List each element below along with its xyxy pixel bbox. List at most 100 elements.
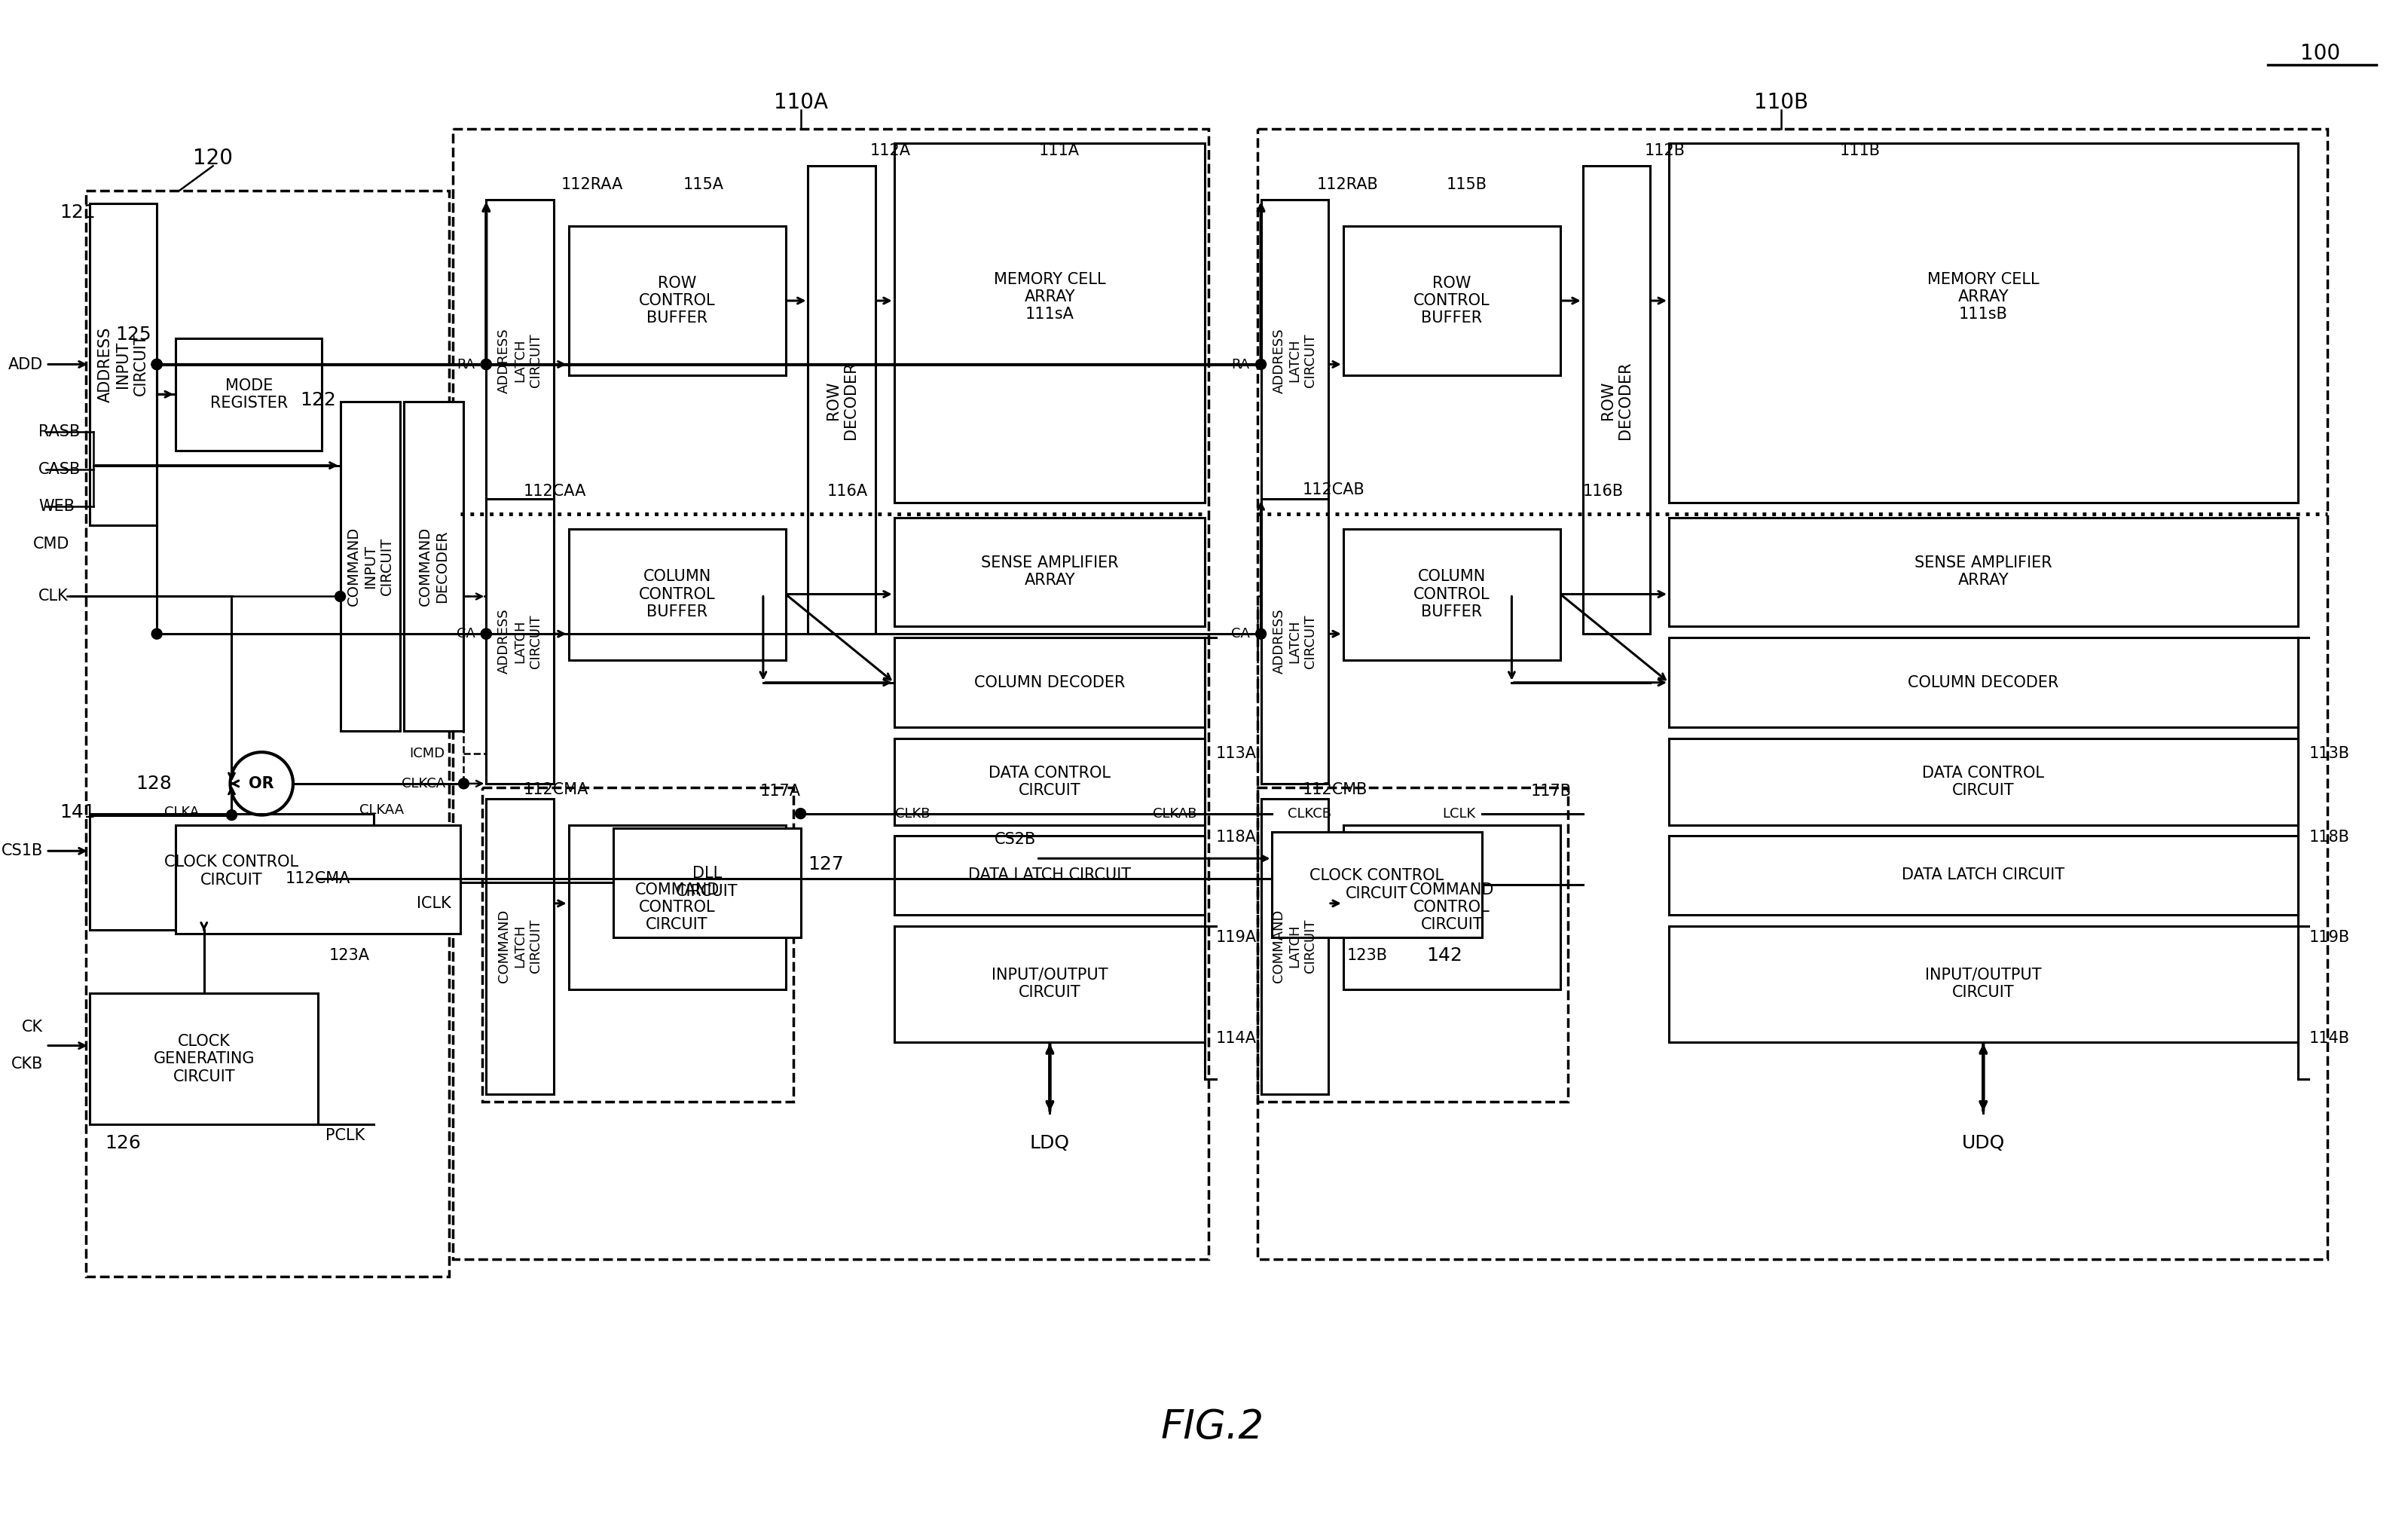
Text: PCLK: PCLK: [325, 1128, 364, 1144]
Text: 111A: 111A: [1038, 143, 1079, 158]
Text: CLKAB: CLKAB: [1153, 807, 1197, 820]
Text: 116B: 116B: [1582, 484, 1623, 499]
Text: RA: RA: [458, 358, 474, 371]
Bar: [1257, 787, 1568, 1102]
Circle shape: [482, 629, 491, 639]
Text: 116A: 116A: [826, 484, 867, 499]
Circle shape: [1255, 359, 1267, 370]
Text: SENSE AMPLIFIER
ARRAY: SENSE AMPLIFIER ARRAY: [1914, 556, 2052, 588]
Text: 123B: 123B: [1346, 949, 1387, 964]
Text: ROW
DECODER: ROW DECODER: [1601, 361, 1633, 439]
Text: CLOCK CONTROL
CIRCUIT: CLOCK CONTROL CIRCUIT: [1310, 869, 1445, 901]
Text: ROW
DECODER: ROW DECODER: [826, 361, 857, 439]
Text: 100: 100: [2300, 43, 2341, 64]
Text: ROW
CONTROL
BUFFER: ROW CONTROL BUFFER: [1413, 276, 1491, 325]
Bar: [176, 824, 460, 933]
Text: OR: OR: [248, 777, 275, 791]
Text: ROW
CONTROL
BUFFER: ROW CONTROL BUFFER: [638, 276, 715, 325]
Bar: [1271, 832, 1481, 936]
Text: ADDRESS
LATCH
CIRCUIT: ADDRESS LATCH CIRCUIT: [1271, 609, 1317, 674]
Text: CLOCK
GENERATING
CIRCUIT: CLOCK GENERATING CIRCUIT: [154, 1035, 255, 1084]
Text: LCLK: LCLK: [1442, 807, 1476, 820]
Bar: [1669, 143, 2297, 503]
Text: 112RAB: 112RAB: [1317, 177, 1380, 192]
Text: COMMAND
CONTROL
CIRCUIT: COMMAND CONTROL CIRCUIT: [636, 883, 720, 932]
Text: 110B: 110B: [1753, 92, 1808, 114]
Bar: [486, 798, 554, 1094]
Text: 127: 127: [809, 855, 845, 873]
Text: 114A: 114A: [1216, 1030, 1257, 1045]
Circle shape: [152, 359, 161, 370]
Text: MEMORY CELL
ARRAY
111sA: MEMORY CELL ARRAY 111sA: [995, 272, 1105, 322]
Bar: [486, 200, 554, 522]
Bar: [893, 637, 1204, 728]
Text: ADDRESS
INPUT
CIRCUIT: ADDRESS INPUT CIRCUIT: [99, 327, 149, 402]
Text: CLKA: CLKA: [164, 806, 200, 818]
Text: 122: 122: [301, 391, 337, 410]
Text: RASB: RASB: [39, 424, 79, 439]
Text: DATA CONTROL
CIRCUIT: DATA CONTROL CIRCUIT: [1922, 766, 2044, 798]
Text: CK: CK: [22, 1019, 43, 1035]
Text: COLUMN DECODER: COLUMN DECODER: [1907, 675, 2059, 691]
Text: INPUT/OUTPUT
CIRCUIT: INPUT/OUTPUT CIRCUIT: [1924, 967, 2042, 999]
Text: 114B: 114B: [2309, 1030, 2350, 1045]
Bar: [482, 787, 792, 1102]
Text: DLL
CIRCUIT: DLL CIRCUIT: [677, 866, 739, 898]
Text: RA: RA: [1230, 358, 1250, 371]
Text: COMMAND
INPUT
CIRCUIT: COMMAND INPUT CIRCUIT: [347, 527, 395, 606]
Circle shape: [335, 591, 344, 602]
Bar: [1344, 530, 1560, 660]
Circle shape: [1255, 629, 1267, 639]
Text: 121: 121: [60, 203, 96, 221]
Text: DATA CONTROL
CIRCUIT: DATA CONTROL CIRCUIT: [990, 766, 1110, 798]
Text: 125: 125: [116, 325, 152, 344]
Text: 118A: 118A: [1216, 830, 1257, 846]
Text: MODE
REGISTER: MODE REGISTER: [209, 378, 289, 410]
Bar: [1669, 517, 2297, 626]
Bar: [893, 738, 1204, 824]
Text: 112A: 112A: [869, 143, 910, 158]
Bar: [568, 824, 785, 990]
Circle shape: [152, 359, 161, 370]
Bar: [1669, 926, 2297, 1042]
Text: 112CAB: 112CAB: [1303, 482, 1365, 497]
Bar: [89, 993, 318, 1124]
Bar: [1669, 637, 2297, 728]
Bar: [89, 814, 373, 930]
Text: MEMORY CELL
ARRAY
111sB: MEMORY CELL ARRAY 111sB: [1926, 272, 2040, 322]
Text: COLUMN
CONTROL
BUFFER: COLUMN CONTROL BUFFER: [1413, 569, 1491, 619]
Text: 126: 126: [106, 1134, 142, 1151]
Text: 111B: 111B: [1840, 143, 1881, 158]
Bar: [1669, 738, 2297, 824]
Text: COMMAND
LATCH
CIRCUIT: COMMAND LATCH CIRCUIT: [498, 909, 542, 982]
Text: CLKCA: CLKCA: [402, 777, 445, 791]
Bar: [1257, 129, 2329, 1259]
Text: CLKAA: CLKAA: [359, 803, 405, 817]
Text: 112CMA: 112CMA: [523, 781, 588, 797]
Bar: [614, 829, 799, 936]
Text: 112RAA: 112RAA: [561, 177, 624, 192]
Text: CKB: CKB: [12, 1056, 43, 1071]
Circle shape: [795, 809, 807, 818]
Bar: [486, 499, 554, 783]
Text: 112CMA: 112CMA: [284, 872, 349, 886]
Text: 128: 128: [135, 775, 171, 792]
Circle shape: [482, 629, 491, 639]
Text: COMMAND
LATCH
CIRCUIT: COMMAND LATCH CIRCUIT: [1271, 909, 1317, 982]
Text: WEB: WEB: [39, 499, 75, 514]
Text: CLOCK CONTROL
CIRCUIT: CLOCK CONTROL CIRCUIT: [164, 855, 299, 887]
Bar: [176, 338, 323, 450]
Bar: [568, 226, 785, 376]
Bar: [809, 166, 877, 634]
Text: ADDRESS
LATCH
CIRCUIT: ADDRESS LATCH CIRCUIT: [498, 328, 542, 393]
Text: DATA LATCH CIRCUIT: DATA LATCH CIRCUIT: [1902, 867, 2064, 883]
Text: FIG.2: FIG.2: [1161, 1408, 1264, 1448]
Text: ICLK: ICLK: [417, 896, 450, 910]
Text: 112CAA: 112CAA: [523, 484, 588, 499]
Bar: [1344, 226, 1560, 376]
Text: 113B: 113B: [2309, 746, 2350, 761]
Text: UDQ: UDQ: [1963, 1134, 2006, 1151]
Text: CA: CA: [1230, 628, 1250, 640]
Text: CS2B: CS2B: [995, 832, 1035, 847]
Bar: [568, 530, 785, 660]
